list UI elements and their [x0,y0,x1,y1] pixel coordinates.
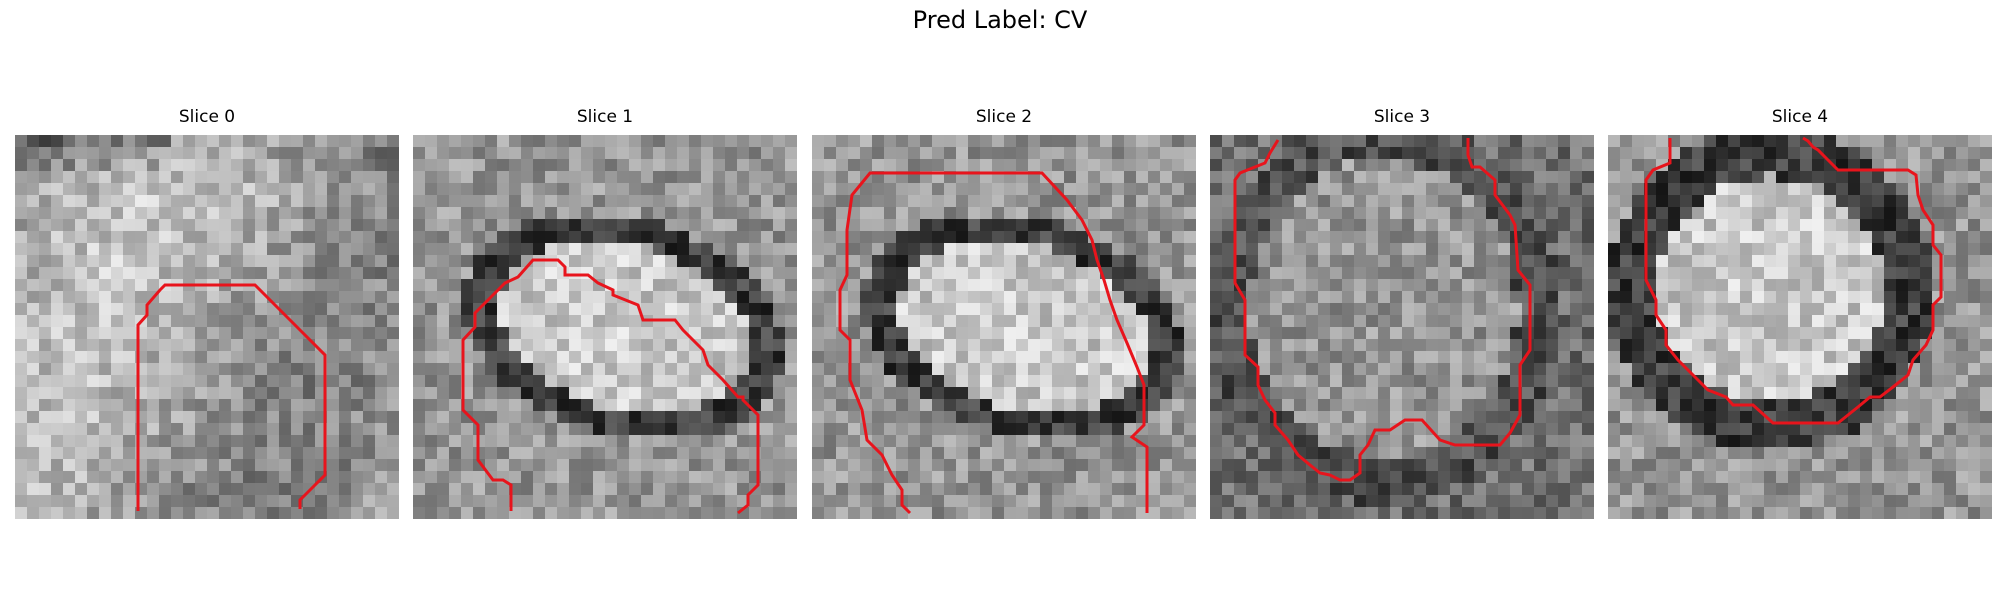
contour-line [136,283,327,511]
mri-slice-image [812,135,1196,519]
contour-line [1644,136,1943,425]
figure-title: Pred Label: CV [912,6,1088,34]
segmentation-contour [1644,136,1943,425]
contour-line [461,258,760,515]
contour-line [838,171,1149,515]
segmentation-contour [136,283,327,511]
slice-title: Slice 0 [178,107,236,127]
slice-title: Slice 2 [975,107,1033,127]
mri-slice-image [1608,135,1992,519]
slice-panel-2: Slice 2 [812,100,1196,519]
mri-slice-image [15,135,399,519]
slice-panel-0: Slice 0 [15,100,399,519]
slice-image-0 [15,135,399,519]
slice-image-4 [1608,135,1992,519]
segmentation-contour [1233,138,1532,482]
segmentation-contour [838,171,1149,515]
slice-panel-3: Slice 3 [1210,100,1594,519]
contour-line [1233,138,1532,482]
slice-panel-4: Slice 4 [1608,100,1992,519]
slice-title: Slice 1 [576,107,634,127]
slice-image-3 [1210,135,1594,519]
slice-panel-1: Slice 1 [413,100,797,519]
slice-title: Slice 3 [1373,107,1431,127]
slice-image-2 [812,135,1196,519]
slice-image-1 [413,135,797,519]
slice-title: Slice 4 [1771,107,1829,127]
segmentation-contour [461,258,760,515]
